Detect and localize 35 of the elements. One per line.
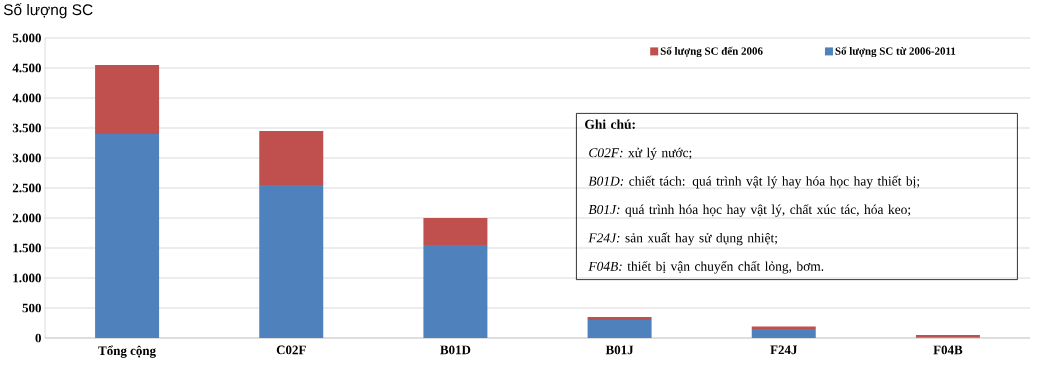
x-tick-label: C02F (276, 345, 306, 355)
x-tick-label: F04B (933, 345, 963, 355)
x-tick-label: F24J (770, 345, 798, 355)
bar (259, 185, 324, 338)
annotation: Ghi chú: (585, 119, 635, 129)
y-tick-label: 1.500 (13, 243, 41, 253)
x-tick-label: Tổng cộng (98, 345, 156, 358)
y-tick-label: 2.500 (12, 183, 41, 193)
bar (587, 320, 652, 338)
bar (95, 65, 160, 134)
bar (587, 317, 652, 320)
bar (423, 218, 488, 245)
y-tick-label: 2.000 (12, 213, 41, 223)
x-tick-label: B01J (605, 345, 634, 355)
annotation: B01J: quá trình hóa học hay vật lý, chất xúc tác, hóa keo; (588, 204, 911, 217)
annotation: F04B: thiết bị vận chuyển chất lỏng, bơm. (588, 260, 824, 274)
bar (423, 245, 488, 338)
x-tick-label: B01D (440, 345, 471, 355)
y-tick-label: 4.500 (12, 63, 41, 73)
y-tick-label: 5.000 (12, 33, 41, 43)
y-tick-label: 500 (22, 303, 41, 313)
annotation: B01D: chiết tách: quá trình vật lý hay hóa học hay thiết bị; (588, 175, 920, 189)
y-tick-label: 4.000 (12, 93, 41, 103)
y-axis-title: Số lượng SC (3, 3, 93, 19)
bar (259, 131, 324, 185)
y-tick-label: 3.000 (12, 153, 41, 163)
y-tick-label: 0 (35, 333, 41, 343)
legend-label: Số lượng SC đến 2006 (660, 46, 763, 58)
y-tick-label: 3.500 (12, 123, 41, 133)
annotation: F24J: sản xuất hay sử dụng nhiệt; (588, 232, 777, 246)
bar (751, 329, 816, 338)
annotation: C02F: xử lý nước; (589, 147, 692, 161)
legend-label: Số lượng SC từ 2006-2011 (835, 46, 956, 58)
bar (95, 134, 160, 338)
y-tick-label: 1.000 (13, 273, 41, 283)
